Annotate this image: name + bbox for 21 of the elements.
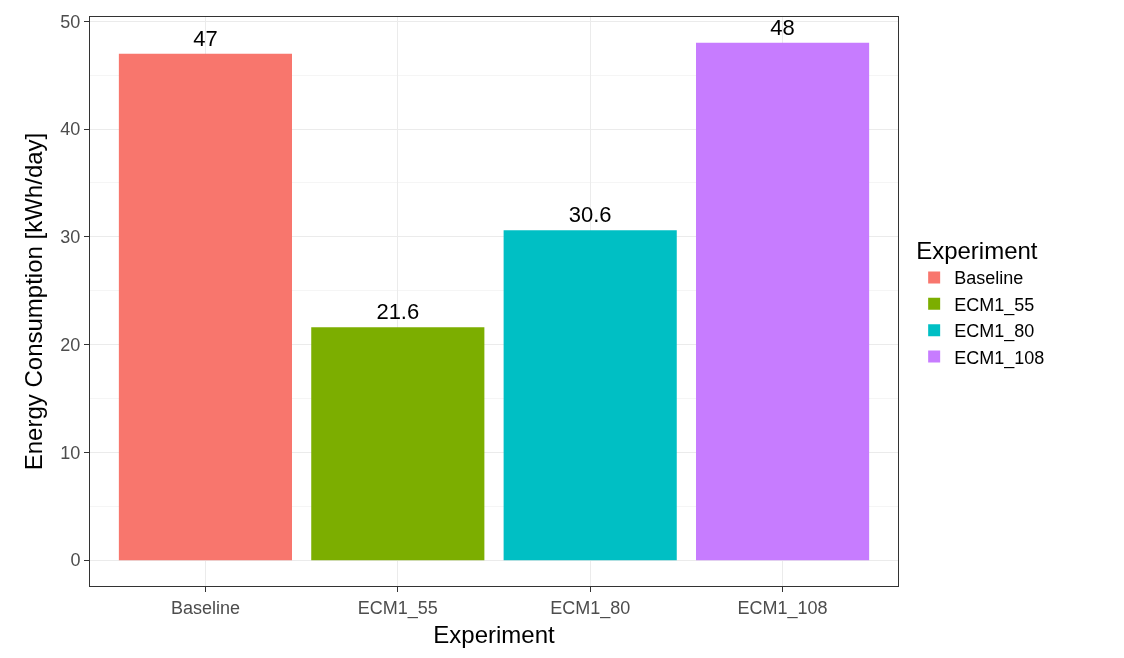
legend-label: Baseline (954, 268, 1024, 289)
y-tick-label: 30 (60, 227, 81, 248)
x-axis-title: Experiment (433, 620, 556, 648)
y-tick-label: 10 (60, 442, 81, 463)
data-label: 21.6 (376, 299, 420, 325)
data-label: 47 (193, 25, 218, 51)
y-tick-label: 40 (60, 119, 81, 140)
legend-label: ECM1_80 (954, 321, 1035, 343)
x-tick-label: Baseline (170, 597, 240, 618)
legend-title: Experiment (916, 237, 1038, 265)
data-label: 48 (770, 14, 795, 40)
x-tick-label: ECM1_108 (737, 597, 828, 619)
x-tick-label: ECM1_55 (357, 597, 438, 619)
y-tick-label: 20 (60, 334, 81, 355)
x-tick-label: ECM1_80 (550, 597, 631, 619)
legend-label: ECM1_55 (954, 294, 1035, 316)
y-tick-label: 0 (70, 550, 81, 571)
y-axis-title: Energy Consumption [kWh/day] (20, 132, 48, 471)
data-label: 30.6 (568, 202, 612, 228)
legend-label: ECM1_108 (954, 347, 1045, 369)
y-tick-label: 50 (60, 11, 81, 32)
